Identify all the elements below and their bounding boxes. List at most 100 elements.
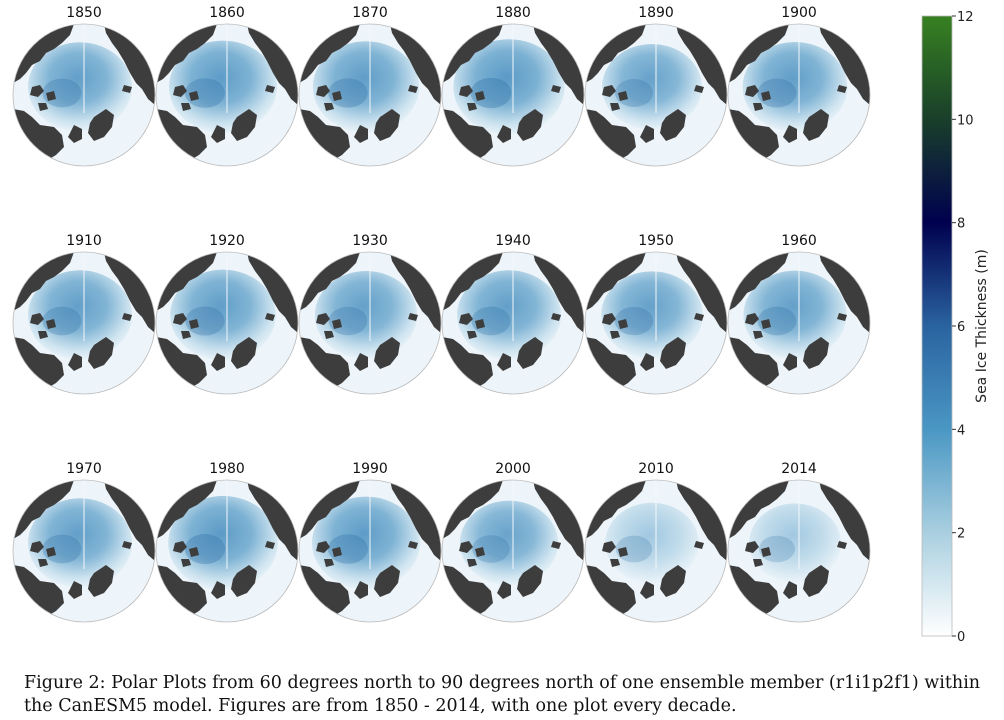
thick-ice-core bbox=[42, 534, 82, 564]
thick-ice-core bbox=[328, 306, 368, 336]
land-mass bbox=[88, 565, 114, 597]
thick-ice-core bbox=[185, 306, 225, 336]
colorbar-ticks: 0 2 4 6 8 10 12 bbox=[952, 10, 974, 645]
polar-plot-year: 2010 bbox=[638, 461, 674, 477]
land-mass bbox=[475, 91, 485, 101]
land-mass bbox=[265, 541, 275, 549]
land-mass bbox=[332, 547, 342, 557]
polar-plot-1930: 1930 bbox=[298, 233, 442, 395]
land-mass bbox=[88, 337, 114, 369]
thick-ice-core bbox=[184, 534, 226, 564]
land-mass bbox=[408, 85, 418, 93]
colorbar-tick-label: 6 bbox=[957, 320, 965, 335]
polar-plot-1860: 1860 bbox=[155, 5, 299, 167]
land-mass bbox=[173, 313, 187, 325]
land-mass bbox=[189, 319, 199, 329]
colorbar-tick-label: 4 bbox=[957, 423, 965, 438]
land-mass bbox=[497, 125, 511, 143]
land-mass bbox=[332, 91, 342, 101]
disc-outline bbox=[441, 251, 585, 395]
polar-plot-1910: 1910 bbox=[12, 233, 156, 395]
polar-plot-1880: 1880 bbox=[441, 5, 585, 167]
land-mass bbox=[467, 559, 477, 567]
colorbar-tick-label: 10 bbox=[957, 113, 974, 128]
colorbar: 0 2 4 6 8 10 12 Sea Ice Thickness (m) bbox=[921, 10, 990, 645]
sea-ice-field bbox=[605, 502, 699, 584]
land-mass bbox=[189, 91, 199, 101]
land-mass bbox=[173, 85, 187, 97]
disc-outline bbox=[584, 23, 728, 167]
polar-plot-1980: 1980 bbox=[155, 461, 299, 623]
land-mass bbox=[181, 103, 191, 111]
land-mass bbox=[324, 103, 334, 111]
polar-plot-1950: 1950 bbox=[584, 233, 728, 395]
land-mass bbox=[551, 541, 561, 549]
land-mass bbox=[316, 541, 330, 553]
land-mass bbox=[551, 85, 561, 93]
land-mass bbox=[660, 337, 686, 369]
polar-plot-year: 1930 bbox=[352, 233, 388, 249]
land-mass bbox=[88, 109, 114, 141]
land-mass bbox=[783, 353, 797, 371]
land-mass bbox=[316, 313, 330, 325]
thick-ice-core bbox=[757, 78, 797, 108]
land-mass bbox=[211, 581, 225, 599]
thick-ice-core bbox=[185, 78, 225, 108]
land-mass bbox=[354, 353, 368, 371]
polar-plot-2010: 2010 bbox=[584, 461, 728, 623]
land-mass bbox=[761, 91, 771, 101]
sea-ice-field bbox=[459, 500, 559, 586]
land-mass bbox=[459, 313, 473, 325]
land-mass bbox=[374, 337, 400, 369]
land-mass bbox=[618, 319, 628, 329]
thick-ice-core bbox=[470, 77, 512, 109]
land-mass bbox=[783, 581, 797, 599]
disc-outline bbox=[584, 251, 728, 395]
land-mass bbox=[46, 547, 56, 557]
land-mass bbox=[231, 565, 257, 597]
land-mass bbox=[610, 331, 620, 339]
colorbar-label: Sea Ice Thickness (m) bbox=[974, 249, 990, 403]
polar-plot-year: 1910 bbox=[66, 233, 102, 249]
land-mass bbox=[745, 541, 759, 553]
polar-plot-1960: 1960 bbox=[727, 233, 871, 395]
sea-ice-field bbox=[601, 271, 703, 359]
land-mass bbox=[265, 313, 275, 321]
polar-plot-year: 2014 bbox=[781, 461, 817, 477]
land-mass bbox=[38, 103, 48, 111]
land-mass bbox=[122, 313, 132, 321]
land-mass bbox=[68, 353, 82, 371]
land-mass bbox=[408, 541, 418, 549]
sea-ice-field bbox=[314, 270, 418, 360]
land-mass bbox=[602, 313, 616, 325]
land-mass bbox=[332, 319, 342, 329]
land-mass bbox=[517, 109, 543, 141]
polar-plot-year: 1850 bbox=[66, 5, 102, 21]
polar-plot-year: 1960 bbox=[781, 233, 817, 249]
land-mass bbox=[640, 125, 654, 143]
land-mass bbox=[374, 109, 400, 141]
polar-plot-1850: 1850 bbox=[12, 5, 156, 167]
colorbar-tick-label: 8 bbox=[957, 217, 965, 232]
polar-plot-year: 1920 bbox=[209, 233, 245, 249]
disc-outline bbox=[441, 479, 585, 623]
land-mass bbox=[38, 331, 48, 339]
polar-plot-1890: 1890 bbox=[584, 5, 728, 167]
land-mass bbox=[122, 85, 132, 93]
disc-outline bbox=[441, 23, 585, 167]
land-mass bbox=[211, 125, 225, 143]
polar-plot-2000: 2000 bbox=[441, 461, 585, 623]
land-mass bbox=[753, 103, 763, 111]
land-mass bbox=[231, 337, 257, 369]
polar-plot-1970: 1970 bbox=[12, 461, 156, 623]
land-mass bbox=[30, 541, 44, 553]
sea-ice-field bbox=[602, 44, 702, 130]
polar-plot-year: 1990 bbox=[352, 461, 388, 477]
land-mass bbox=[694, 85, 704, 93]
land-mass bbox=[497, 581, 511, 599]
land-mass bbox=[231, 109, 257, 141]
land-mass bbox=[618, 547, 628, 557]
land-mass bbox=[640, 353, 654, 371]
land-mass bbox=[475, 319, 485, 329]
